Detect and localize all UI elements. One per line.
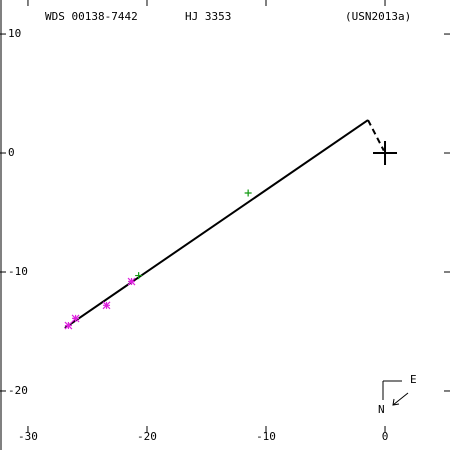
orbit-line — [367, 119, 385, 152]
compass-north: N — [378, 403, 385, 416]
y-tick-label: -20 — [8, 384, 28, 397]
compass — [382, 380, 409, 406]
y-tick-label: 0 — [8, 146, 15, 159]
measure-star — [102, 301, 111, 310]
compass-arrowhead — [392, 398, 400, 406]
measure-star — [71, 314, 80, 323]
chart-title: WDS 00138-7442 — [45, 10, 138, 23]
x-tick-label: 0 — [382, 430, 389, 443]
measure-star — [64, 321, 73, 330]
measure-plus — [244, 189, 252, 197]
chart-subtitle: HJ 3353 — [185, 10, 231, 23]
reference: (USN2013a) — [345, 10, 411, 23]
measure-star — [127, 277, 136, 286]
primary-star — [373, 141, 398, 166]
compass-arrow — [392, 392, 409, 406]
y-tick-label: 10 — [8, 27, 21, 40]
x-tick-label: -10 — [256, 430, 276, 443]
y-tick-label: -10 — [8, 265, 28, 278]
compass-east: E — [410, 373, 417, 386]
orbit-line — [64, 119, 369, 329]
x-tick-label: -30 — [18, 430, 38, 443]
measure-plus — [135, 272, 143, 280]
x-tick-label: -20 — [137, 430, 157, 443]
